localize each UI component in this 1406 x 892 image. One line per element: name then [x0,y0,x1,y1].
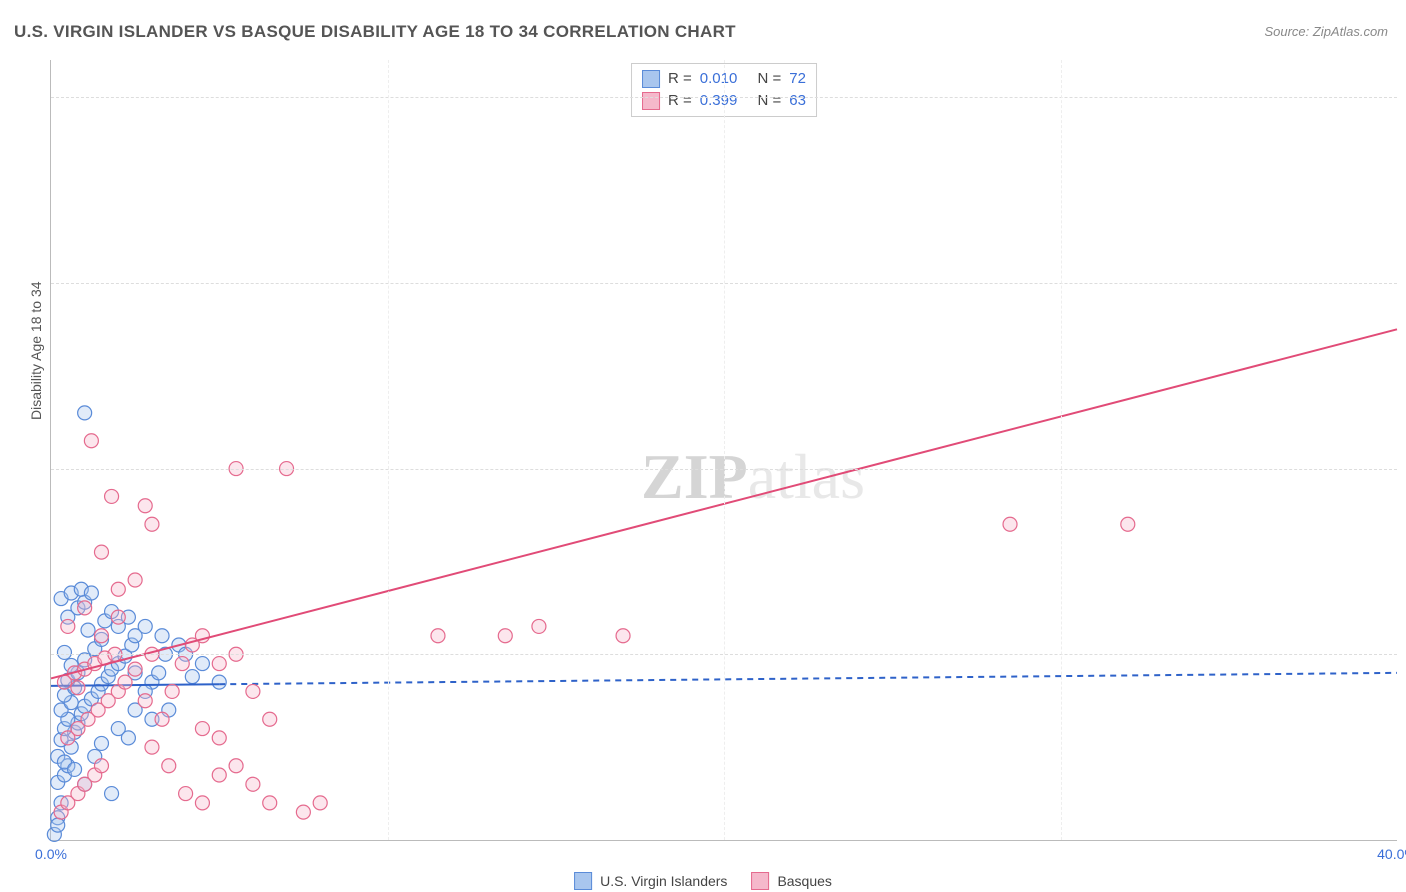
data-point-usvi [195,657,209,671]
data-point-basque [246,684,260,698]
data-point-usvi [155,629,169,643]
data-point-usvi [94,736,108,750]
n-label: N = [758,68,782,90]
data-point-usvi [212,675,226,689]
data-point-basque [145,517,159,531]
data-point-usvi [78,406,92,420]
data-point-basque [1121,517,1135,531]
r-label: R = [668,68,692,90]
data-point-basque [155,712,169,726]
data-point-basque [212,768,226,782]
data-point-usvi [68,762,82,776]
data-point-basque [195,796,209,810]
source-attribution: Source: ZipAtlas.com [1264,24,1388,39]
r-value-basque: 0.399 [700,90,738,112]
data-point-basque [532,619,546,633]
data-point-basque [71,681,85,695]
data-point-basque [195,722,209,736]
data-point-basque [212,657,226,671]
data-point-basque [111,610,125,624]
data-point-basque [105,489,119,503]
data-point-basque [616,629,630,643]
legend-item-usvi: U.S. Virgin Islanders [574,872,727,890]
data-point-basque [179,787,193,801]
swatch-basque [751,872,769,890]
data-point-basque [78,601,92,615]
legend-label-usvi: U.S. Virgin Islanders [600,873,727,889]
n-label: N = [758,90,782,112]
data-point-usvi [105,787,119,801]
data-point-usvi [138,619,152,633]
data-point-usvi [57,645,71,659]
swatch-usvi [642,70,660,88]
data-point-basque [138,694,152,708]
swatch-usvi [574,872,592,890]
plot-area: ZIPatlas R = 0.010 N = 72 R = 0.399 N = … [50,60,1397,841]
data-point-usvi [51,818,65,832]
data-point-basque [118,675,132,689]
data-point-usvi [152,666,166,680]
legend-item-basque: Basques [751,872,831,890]
data-point-basque [111,582,125,596]
data-point-basque [229,759,243,773]
data-point-usvi [84,586,98,600]
data-point-basque [128,573,142,587]
data-point-basque [94,629,108,643]
r-label: R = [668,90,692,112]
data-point-basque [94,545,108,559]
data-point-basque [94,759,108,773]
series-legend: U.S. Virgin Islanders Basques [574,872,832,890]
data-point-basque [61,619,75,633]
data-point-basque [313,796,327,810]
n-value-usvi: 72 [789,68,806,90]
data-point-basque [128,662,142,676]
x-tick-label: 0.0% [35,846,67,862]
swatch-basque [642,92,660,110]
data-point-basque [212,731,226,745]
chart-title: U.S. VIRGIN ISLANDER VS BASQUE DISABILIT… [14,22,736,42]
legend-label-basque: Basques [777,873,831,889]
trend-line-dash-usvi [219,673,1397,684]
data-point-basque [263,796,277,810]
data-point-basque [498,629,512,643]
data-point-basque [246,777,260,791]
r-value-usvi: 0.010 [700,68,738,90]
data-point-basque [263,712,277,726]
n-value-basque: 63 [789,90,806,112]
data-point-usvi [121,731,135,745]
data-point-basque [138,499,152,513]
data-point-basque [162,759,176,773]
data-point-basque [175,657,189,671]
data-point-basque [1003,517,1017,531]
data-point-basque [165,684,179,698]
data-point-usvi [81,623,95,637]
data-point-basque [431,629,445,643]
data-point-basque [145,740,159,754]
data-point-basque [296,805,310,819]
data-point-basque [84,434,98,448]
y-axis-label: Disability Age 18 to 34 [28,281,44,420]
x-tick-label: 40.0% [1377,846,1406,862]
data-point-usvi [185,670,199,684]
